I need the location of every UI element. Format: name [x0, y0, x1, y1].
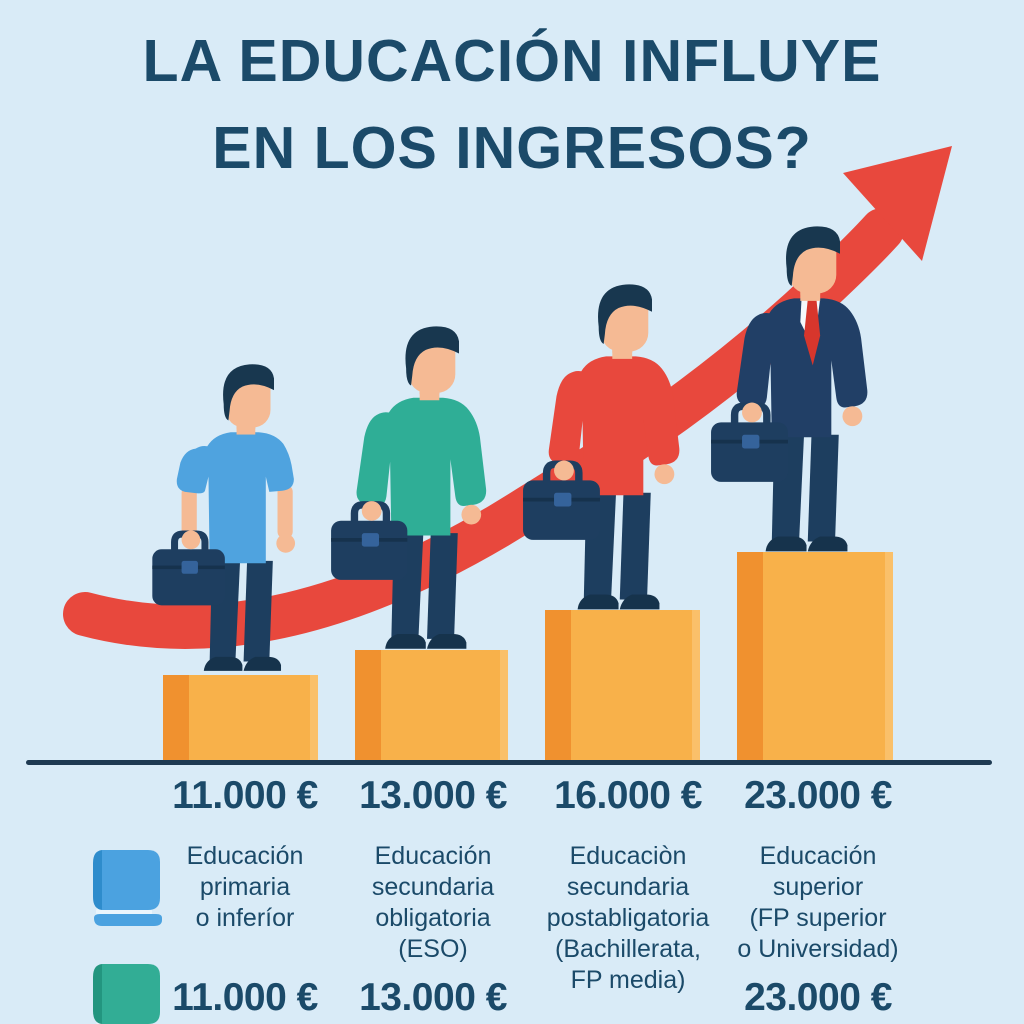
trend-arrow-head: [843, 146, 952, 261]
category-label-2: Educación secundaria obligatoria (ESO): [371, 842, 495, 963]
page-title: LA EDUCACIÓN INFLUYE EN LOS INGRESOS?: [0, 18, 1024, 192]
blue-book-icon: [93, 850, 162, 926]
bar-4: [737, 552, 893, 765]
title-line-1: LA EDUCACIÓN INFLUYE: [142, 28, 882, 94]
bar-1: [163, 675, 318, 765]
title-line-2: EN LOS INGRESOS?: [212, 115, 812, 181]
value-top-4: 23.000 €: [744, 774, 892, 817]
value-bottom-2: 13.000 €: [359, 976, 507, 1019]
value-top-1: 11.000 €: [172, 774, 318, 817]
value-bottom-4: 23.000 €: [744, 976, 892, 1019]
bar-2: [355, 650, 508, 765]
bar-3: [545, 610, 700, 765]
value-bottom-1: 11.000 €: [172, 976, 318, 1019]
category-label-4: Educación superior (FP superior o Univer…: [737, 842, 899, 963]
teal-book-icon: [93, 964, 160, 1024]
baseline: [26, 760, 992, 765]
category-label-1: Educación primaria o inferíor: [186, 842, 304, 932]
value-top-3: 16.000 €: [554, 774, 702, 817]
person-figure-3: [523, 284, 679, 609]
category-label-3: Educaciòn secundaria postabligatoria (Ba…: [546, 842, 710, 994]
value-top-2: 13.000 €: [359, 774, 507, 817]
